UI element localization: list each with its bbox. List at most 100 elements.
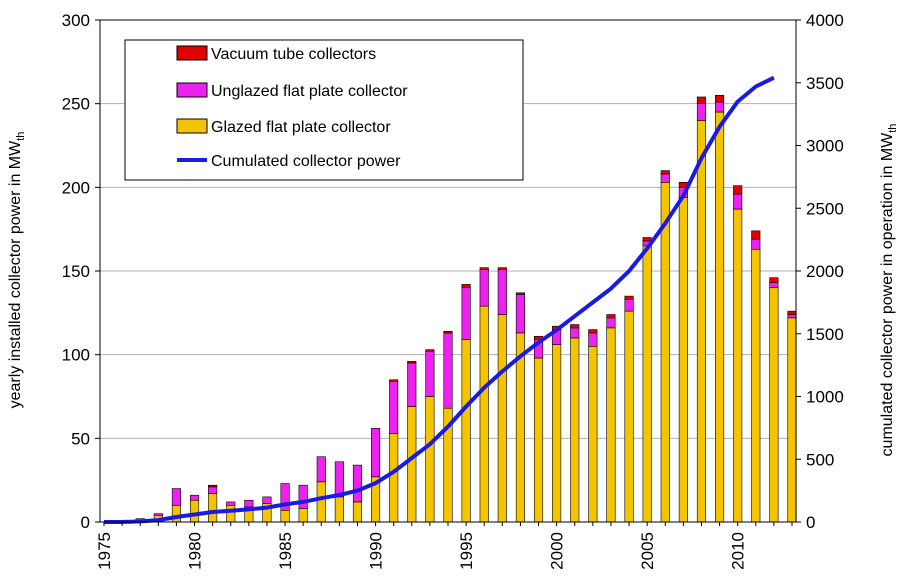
bar-segment bbox=[660, 173, 670, 183]
bar-segment bbox=[733, 208, 743, 523]
bar-segment bbox=[552, 344, 562, 523]
bar-segment bbox=[407, 361, 417, 364]
y-right-tick-label: 2000 bbox=[806, 262, 844, 281]
y-left-tick-label: 100 bbox=[62, 346, 90, 365]
bar-segment bbox=[751, 230, 761, 240]
y-right-tick-label: 4000 bbox=[806, 11, 844, 30]
y-left-tick-label: 200 bbox=[62, 178, 90, 197]
bar-segment bbox=[479, 305, 489, 523]
bar-segment bbox=[588, 345, 598, 523]
bar-segment bbox=[696, 120, 707, 523]
bar-segment bbox=[588, 332, 598, 347]
bar-segment bbox=[371, 427, 381, 478]
bar-segment bbox=[153, 513, 163, 516]
bar-segment bbox=[334, 461, 344, 498]
bar-segment bbox=[189, 494, 200, 501]
bar-segment bbox=[606, 314, 616, 319]
bar-segment bbox=[787, 317, 797, 523]
bar-segment bbox=[226, 501, 236, 506]
bar-segment bbox=[715, 95, 725, 103]
x-tick-label: 2000 bbox=[548, 532, 567, 570]
bar-segment bbox=[751, 248, 761, 523]
bar-segment bbox=[226, 504, 236, 523]
bar-segment bbox=[733, 185, 743, 195]
bar-segment bbox=[751, 238, 761, 250]
bar-segment bbox=[624, 310, 634, 523]
bar-segment bbox=[352, 501, 363, 523]
bar-segment bbox=[715, 101, 725, 113]
legend-label-cumulated: Cumulated collector power bbox=[211, 153, 401, 170]
series-line bbox=[104, 75, 775, 524]
bar-segment bbox=[425, 349, 435, 352]
x-tick-label: 1990 bbox=[367, 532, 386, 570]
bar-segment bbox=[208, 486, 218, 494]
bar-segment bbox=[244, 499, 254, 508]
y-right-tick-label: 500 bbox=[806, 450, 834, 469]
bar-segment bbox=[334, 496, 344, 523]
bar-segment bbox=[606, 317, 616, 329]
legend-swatch-unglazed bbox=[176, 82, 208, 98]
bar-segment bbox=[298, 484, 308, 509]
legend-label-glazed: Glazed flat plate collector bbox=[211, 119, 391, 136]
y-right-tick-label: 2500 bbox=[806, 199, 844, 218]
bar-segment bbox=[407, 406, 417, 523]
bar-segment bbox=[570, 337, 580, 523]
tick-labels: 0501001502002503000500100015002000250030… bbox=[62, 11, 844, 570]
bar-segment bbox=[189, 499, 200, 523]
y-axis-right-title-main: cumulated collector power in operation i… bbox=[879, 132, 896, 457]
bar-segment bbox=[660, 170, 670, 175]
bar-segment bbox=[389, 433, 399, 523]
x-tick-label: 1980 bbox=[186, 532, 205, 570]
bar-segment bbox=[425, 396, 435, 523]
bar-segment bbox=[570, 327, 580, 339]
legend-label-unglazed: Unglazed flat plate collector bbox=[211, 83, 408, 100]
bar-segment bbox=[298, 508, 308, 523]
bar-segment bbox=[479, 267, 489, 270]
y-axis-right-title: cumulated collector power in operation i… bbox=[879, 124, 899, 457]
y-left-tick-label: 250 bbox=[62, 95, 90, 114]
y-left-tick-label: 50 bbox=[71, 429, 90, 448]
bar-segment bbox=[208, 484, 218, 488]
cumulated-line bbox=[104, 75, 775, 524]
bar-segment bbox=[624, 299, 634, 312]
bar-segment bbox=[171, 488, 181, 506]
bar-segment bbox=[570, 324, 580, 329]
bar-segment bbox=[769, 277, 779, 284]
y-left-tick-label: 150 bbox=[62, 262, 90, 281]
axes bbox=[95, 19, 801, 526]
bar-segment bbox=[733, 193, 743, 210]
legend-swatch-glazed bbox=[176, 118, 208, 134]
y-right-tick-label: 1000 bbox=[806, 388, 844, 407]
bar-segment bbox=[715, 111, 725, 523]
bar-segment bbox=[479, 269, 489, 307]
bar-segment bbox=[316, 481, 326, 523]
x-tick-label: 1975 bbox=[95, 532, 114, 570]
bar-segment bbox=[787, 314, 797, 319]
bar-segment bbox=[461, 287, 471, 340]
bar-segment bbox=[588, 329, 598, 334]
bar-segment bbox=[787, 310, 797, 315]
legend-swatch-vacuum bbox=[176, 45, 208, 61]
bar-segment bbox=[497, 267, 507, 270]
y-right-tick-label: 0 bbox=[806, 513, 815, 532]
y-axis-left-title-main: yearly installed collector power in MW bbox=[7, 140, 24, 409]
legend-label-vacuum: Vacuum tube collectors bbox=[211, 46, 376, 63]
bar-segment bbox=[497, 269, 507, 315]
y-left-tick-label: 0 bbox=[81, 513, 90, 532]
bar-segment bbox=[515, 292, 525, 295]
bar-segment bbox=[389, 381, 399, 434]
bar-segment bbox=[642, 237, 652, 242]
bar-segment bbox=[515, 294, 525, 334]
bar-segment bbox=[642, 245, 652, 523]
bar-segment bbox=[208, 493, 218, 523]
bar-segment bbox=[443, 330, 453, 334]
bar-segment bbox=[425, 351, 435, 397]
bar-segment bbox=[352, 464, 363, 503]
y-right-tick-label: 3000 bbox=[806, 137, 844, 156]
y-right-tick-label: 3500 bbox=[806, 74, 844, 93]
bar-segment bbox=[696, 96, 707, 104]
bar-segment bbox=[280, 483, 290, 511]
bar-segment bbox=[497, 314, 507, 523]
bar-segment bbox=[678, 197, 688, 523]
